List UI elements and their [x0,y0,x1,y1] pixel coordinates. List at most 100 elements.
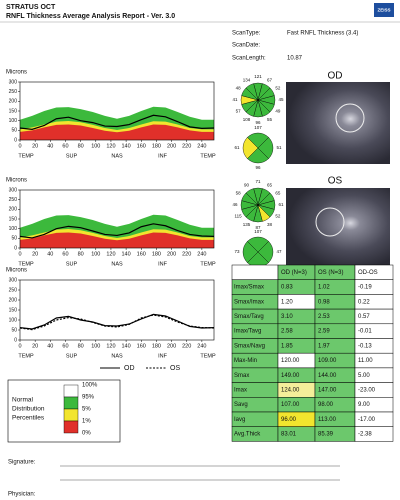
quadrant-value: 51 [276,145,282,150]
table-value: 149.00 [281,373,300,379]
scan-circle [335,103,365,133]
y-tick-label: 250 [9,287,18,293]
x-tick-label: 120 [106,251,115,257]
x-tick-label: 160 [137,343,146,349]
report-subtitle: RNFL Thickness Average Analysis Report -… [6,13,175,20]
signature-label: Signature: [8,460,36,466]
table-value: 85.39 [318,432,334,438]
eye-label: OS [328,176,343,187]
x-tick-label: 40 [47,251,53,257]
legend-swatch [63,420,79,434]
x-tick-label: 100 [91,251,100,257]
scan-type-label: ScanType: [232,31,261,37]
legend-title: Percentiles [12,415,45,422]
y-tick-label: 150 [9,216,18,222]
table-value: 109.00 [318,358,337,364]
region-label: NAS [111,261,123,267]
x-tick-label: 100 [91,343,100,349]
region-label: TEMP [18,153,34,159]
table-row-label: Smax [234,373,249,379]
table-value: -0.19 [358,285,372,291]
quadrant-value: 107 [254,229,262,234]
table-value: 0.22 [358,299,370,305]
y-tick-label: 0 [14,245,17,251]
clock-value: 61 [278,202,284,207]
table-value: 144.00 [318,373,337,379]
table-row-label: Imax/Tavg [234,329,261,335]
x-tick-label: 240 [197,251,206,257]
clock-value: 90 [244,182,250,187]
x-tick-label: 80 [78,343,84,349]
scan-date-label: ScanDate: [232,43,260,49]
table-value: 124.00 [281,388,300,394]
plot-frame [19,279,215,341]
physician-label: Physician: [8,492,36,498]
report-title: STRATUS OCT [6,4,56,11]
legend-swatch [63,384,79,398]
x-tick-label: 120 [106,343,115,349]
x-tick-label: 180 [152,143,161,149]
table-row-label: Imax [234,388,247,394]
table-value: 2.53 [318,314,330,320]
clock-value: 52 [275,214,281,219]
region-label: INF [158,153,168,159]
quadrant-sector [242,241,259,263]
table-value: 1.97 [318,343,330,349]
percentile-band [20,232,214,248]
scan-length-label: ScanLength: [232,56,266,62]
table-value: 147.00 [318,388,337,394]
y-tick-label: 300 [9,187,18,193]
x-tick-label: 0 [18,251,21,257]
legend-label: 95% [82,395,95,401]
thickness-line [19,314,215,331]
x-tick-label: 240 [197,343,206,349]
clock-value: 96 [255,120,261,125]
clock-value: 135 [243,222,251,227]
x-tick-label: 180 [152,251,161,257]
quadrant-sector [242,137,259,159]
table-header: OD-OS [358,270,378,276]
clock-value: 108 [243,117,251,122]
y-tick-label: 200 [9,297,18,303]
scan-circle [315,207,345,237]
x-tick-label: 140 [122,343,131,349]
logo-box [374,3,394,17]
x-tick-label: 220 [182,143,191,149]
table-header: OD (N=3) [281,270,307,276]
table-value: 11.00 [358,358,373,364]
table-row-label: Savg [234,402,248,408]
y-tick-label: 150 [9,307,18,313]
table-row-label: Imax/Smax [234,285,264,291]
table-value: -23.00 [358,388,376,394]
x-tick-label: 120 [106,143,115,149]
x-tick-label: 60 [62,143,68,149]
clock-value: 134 [243,77,251,82]
region-label: NAS [111,353,123,359]
y-tick-label: 200 [9,99,18,105]
x-tick-label: 60 [62,343,68,349]
table-value: -2.38 [358,432,372,438]
table-value: 1.02 [318,285,330,291]
x-tick-label: 0 [18,143,21,149]
fundus-image-od [286,82,390,164]
region-label: TEMP [200,153,216,159]
clock-value: 49 [275,109,281,114]
clock-sector [245,83,259,101]
thickness-line [19,223,215,239]
x-tick-label: 140 [122,251,131,257]
legend-label: 0% [82,431,91,437]
y-tick-label: 50 [11,327,17,333]
table-row-label: Iavg [234,417,245,423]
clock-value: 58 [236,191,242,196]
y-tick-label: 50 [11,128,17,134]
x-tick-label: 240 [197,143,206,149]
y-tick-label: 300 [9,79,18,85]
x-tick-label: 160 [137,251,146,257]
clock-value: 48 [236,86,242,91]
x-tick-label: 140 [122,143,131,149]
legend-label: 5% [82,407,91,413]
x-tick-label: 40 [47,143,53,149]
x-tick-label: 100 [91,143,100,149]
legend-label: OD [124,365,135,372]
